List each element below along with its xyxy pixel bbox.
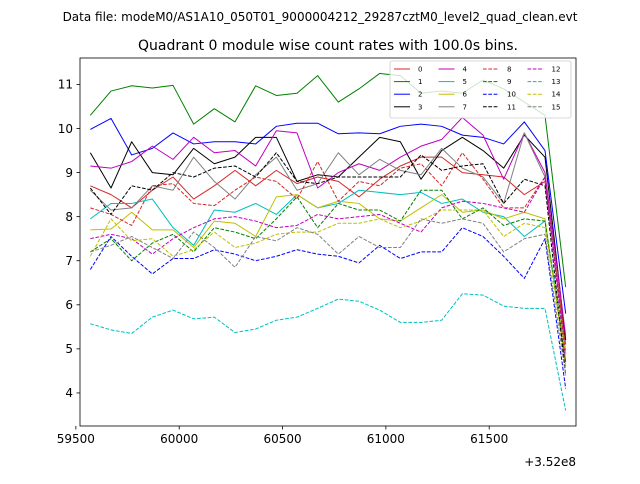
y-tick-label-0: 4 bbox=[65, 386, 73, 400]
series-line-3 bbox=[89, 134, 567, 341]
series-line-2 bbox=[90, 117, 567, 314]
x-tick-label-4: 61500 bbox=[470, 432, 508, 446]
x-tick-label-0: 59500 bbox=[57, 432, 95, 446]
y-tick-label-5: 9 bbox=[65, 166, 73, 180]
legend-label-11: 11 bbox=[507, 103, 516, 111]
y-tick-label-7: 11 bbox=[58, 78, 73, 92]
series-line-6 bbox=[90, 194, 567, 367]
x-offset-label: +3.52e8 bbox=[524, 455, 576, 469]
x-tick-label-1: 60000 bbox=[160, 432, 198, 446]
legend-label-9: 9 bbox=[507, 78, 511, 86]
legend-label-10: 10 bbox=[507, 91, 516, 99]
figure-suptitle: Data file: modeM0/AS1A10_050T01_90000042… bbox=[63, 10, 578, 24]
legend-label-6: 6 bbox=[463, 91, 468, 99]
chart-title: Quadrant 0 module wise count rates with … bbox=[138, 38, 518, 54]
series-line-7 bbox=[89, 132, 567, 354]
legend-label-8: 8 bbox=[507, 66, 511, 74]
legend-label-5: 5 bbox=[463, 78, 467, 86]
series-line-8 bbox=[90, 152, 567, 354]
y-tick-label-2: 6 bbox=[65, 298, 73, 312]
legend-label-7: 7 bbox=[463, 103, 467, 111]
legend-label-2: 2 bbox=[418, 91, 422, 99]
legend-label-15: 15 bbox=[552, 103, 561, 111]
legend-label-3: 3 bbox=[418, 103, 422, 111]
series-line-13 bbox=[90, 293, 567, 411]
legend-label-0: 0 bbox=[418, 66, 422, 74]
legend-label-12: 12 bbox=[552, 66, 561, 74]
plot-area bbox=[80, 58, 576, 426]
series-line-15 bbox=[90, 218, 567, 376]
series-line-0 bbox=[90, 156, 567, 345]
axes-frame bbox=[79, 57, 577, 427]
legend-label-1: 1 bbox=[418, 78, 422, 86]
series-line-11 bbox=[89, 152, 567, 376]
series-line-5 bbox=[90, 189, 567, 354]
y-tick-label-6: 10 bbox=[58, 122, 73, 136]
series-line-9 bbox=[90, 189, 567, 363]
x-tick-label-3: 61000 bbox=[367, 432, 405, 446]
axes-group: 59500 60000 60500 61000 615004567891011+3.52… bbox=[57, 57, 577, 469]
x-tick-label-2: 60500 bbox=[263, 432, 301, 446]
series-group bbox=[89, 72, 567, 411]
plot-background bbox=[80, 58, 576, 426]
y-tick-label-4: 8 bbox=[65, 210, 73, 224]
legend-label-14: 14 bbox=[552, 91, 561, 99]
legend-label-13: 13 bbox=[552, 78, 561, 86]
y-tick-label-3: 7 bbox=[65, 254, 73, 268]
legend-box bbox=[389, 60, 572, 119]
y-tick-label-1: 5 bbox=[65, 342, 73, 356]
legend-label-4: 4 bbox=[463, 66, 468, 74]
series-line-14 bbox=[89, 209, 567, 354]
